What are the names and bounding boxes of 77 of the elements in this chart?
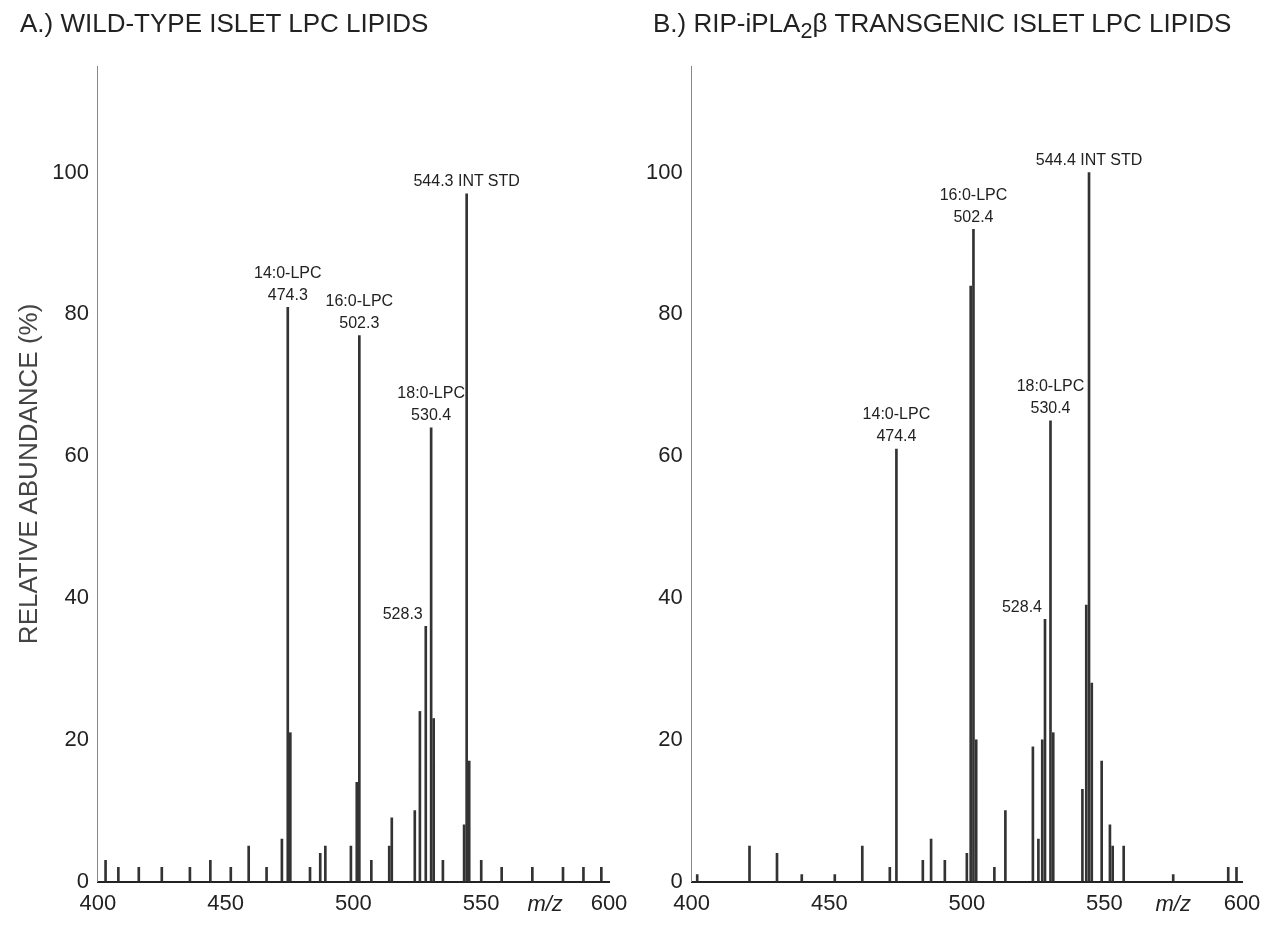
bar (500, 867, 503, 882)
bar (104, 860, 107, 882)
annotation: 16:0-LPC (325, 292, 394, 310)
annotation: 528.3 (382, 604, 423, 622)
annotation: 14:0-LPC (862, 405, 931, 423)
bar (531, 867, 534, 882)
bar (479, 860, 483, 882)
x-tick-label: 600 (1223, 889, 1261, 915)
y-tick-label: 80 (64, 300, 89, 326)
y-tick-label: 20 (658, 725, 683, 751)
annotation: 16:0-LPC (939, 185, 1008, 203)
bar (695, 874, 699, 882)
x-tick-label: 450 (810, 889, 848, 915)
bar (800, 874, 804, 882)
y-tick-label: 60 (658, 442, 683, 468)
annotation: 18:0-LPC (397, 384, 465, 402)
bar (137, 867, 141, 882)
annotation: 544.3 INT STD (413, 172, 520, 190)
bar (229, 867, 233, 882)
x-axis-title: m/z (1155, 890, 1191, 916)
annotation: 502.4 (953, 207, 994, 225)
x-tick-label: 450 (207, 889, 245, 915)
y-tick-label: 40 (64, 584, 89, 610)
bar (600, 867, 603, 882)
bar (888, 867, 892, 882)
bar (833, 874, 837, 882)
bar (265, 867, 268, 882)
bar (1004, 810, 1007, 882)
bar (160, 867, 164, 882)
bar (1171, 874, 1175, 882)
bar (1100, 760, 1104, 882)
annotation: 14:0-LPC (253, 263, 322, 281)
bar (209, 860, 212, 882)
y-tick-label: 60 (64, 442, 89, 468)
bar (748, 845, 751, 882)
y-tick-label: 100 (645, 158, 683, 184)
annotation: 530.4 (1030, 399, 1071, 417)
x-tick-label: 500 (335, 889, 372, 915)
chart-title: B.) RIP-iPLA$_{2}$β TRANSGENIC ISLET LPC LIPIDS (653, 8, 1232, 45)
annotation: 530.4 (411, 406, 452, 424)
bar (895, 448, 898, 882)
bar (582, 867, 585, 882)
bar (117, 867, 120, 882)
x-tick-label: 500 (948, 889, 986, 915)
bar (972, 228, 975, 882)
bar (860, 845, 864, 882)
x-tick-label: 600 (590, 889, 628, 915)
y-tick-label: 20 (64, 725, 89, 751)
annotation: 474.3 (267, 285, 308, 303)
chart-title: A.) WILD-TYPE ISLET LPC LIPIDS (20, 8, 429, 39)
x-axis-title: m/z (527, 890, 563, 916)
y-tick-label: 40 (658, 584, 683, 610)
annotation: 18:0-LPC (1016, 377, 1085, 395)
bar (324, 845, 327, 882)
bar (1049, 420, 1052, 882)
annotation: 502.3 (339, 314, 380, 332)
annotation: 474.4 (876, 427, 917, 445)
bar (1226, 867, 1230, 882)
bar (358, 335, 361, 882)
bar (370, 860, 373, 882)
y-tick-label: 100 (52, 158, 89, 184)
bar (247, 845, 251, 882)
bar (1122, 845, 1126, 882)
bar (390, 817, 394, 882)
bar (424, 626, 428, 882)
y-tick-label: 80 (658, 300, 683, 326)
bar (465, 193, 468, 882)
x-tick-label: 550 (462, 889, 500, 915)
annotation: 528.4 (1001, 597, 1043, 615)
y-axis-title: RELATIVE ABUNDANCE (%) (12, 303, 43, 645)
bar (1235, 867, 1238, 882)
annotation: 544.4 INT STD (1035, 150, 1143, 168)
bar (318, 852, 322, 882)
x-tick-label: 550 (1086, 889, 1123, 915)
bar (413, 810, 417, 882)
bar (993, 867, 996, 882)
bar (286, 306, 290, 882)
